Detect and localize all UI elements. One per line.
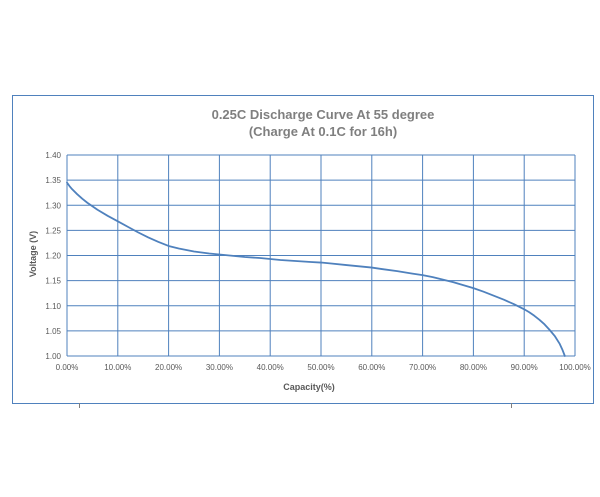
y-tick-label: 1.25	[45, 226, 61, 235]
y-axis-ticks: 1.00 1.05 1.10 1.15 1.20 1.25 1.30 1.35 1.40	[45, 151, 61, 361]
x-tick-label: 0.00%	[56, 363, 79, 372]
outer-tickmark-right	[511, 403, 512, 408]
y-tick-label: 1.05	[45, 327, 61, 336]
y-tick-label: 1.10	[45, 302, 61, 311]
y-tick-label: 1.35	[45, 176, 61, 185]
chart-title-line-2: (Charge At 0.1C for 16h)	[249, 124, 397, 139]
chart-frame: 0.25C Discharge Curve At 55 degree (Char…	[12, 95, 594, 404]
x-tick-label: 40.00%	[257, 363, 284, 372]
x-tick-label: 60.00%	[358, 363, 385, 372]
x-tick-label: 30.00%	[206, 363, 233, 372]
x-tick-label: 50.00%	[307, 363, 334, 372]
x-axis-ticks: 0.00% 10.00% 20.00% 30.00% 40.00% 50.00% 60.00…	[56, 363, 591, 372]
y-axis-title: Voltage (V)	[28, 231, 38, 277]
x-tick-label: 20.00%	[155, 363, 182, 372]
y-tick-label: 1.00	[45, 352, 61, 361]
discharge-curve	[66, 181, 566, 357]
y-tick-label: 1.30	[45, 201, 61, 210]
series-layer	[66, 181, 566, 357]
grid	[66, 154, 576, 357]
x-tick-label: 10.00%	[104, 363, 131, 372]
x-tick-label: 70.00%	[409, 363, 436, 372]
chart-title-line-1: 0.25C Discharge Curve At 55 degree	[212, 107, 435, 122]
x-axis-title: Capacity(%)	[283, 382, 335, 392]
y-tick-label: 1.40	[45, 151, 61, 160]
outer-tickmark-left	[79, 403, 80, 408]
x-tick-label: 90.00%	[511, 363, 538, 372]
x-tick-label: 80.00%	[460, 363, 487, 372]
x-tick-label: 100.00%	[559, 363, 591, 372]
y-tick-label: 1.15	[45, 277, 61, 286]
y-tick-label: 1.20	[45, 252, 61, 261]
discharge-chart: 0.25C Discharge Curve At 55 degree (Char…	[28, 107, 591, 392]
